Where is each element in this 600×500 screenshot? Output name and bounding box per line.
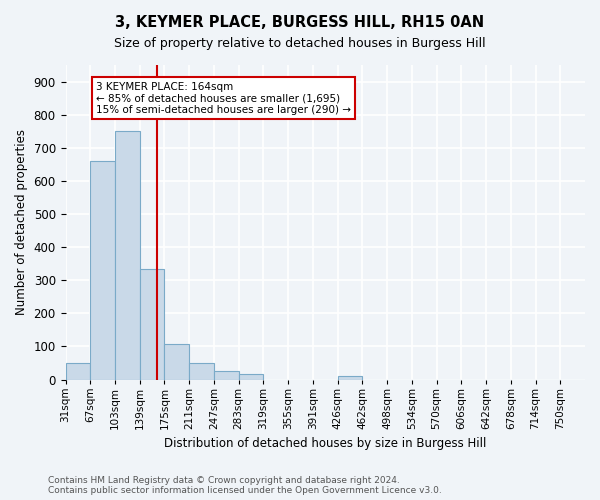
Bar [65,363,90,380]
Bar [338,376,362,380]
Bar [189,363,214,380]
Y-axis label: Number of detached properties: Number of detached properties [15,130,28,316]
Bar [90,161,115,380]
Text: Size of property relative to detached houses in Burgess Hill: Size of property relative to detached ho… [114,38,486,51]
Bar [239,374,263,380]
Bar [140,268,164,380]
X-axis label: Distribution of detached houses by size in Burgess Hill: Distribution of detached houses by size … [164,437,487,450]
Text: 3 KEYMER PLACE: 164sqm
← 85% of detached houses are smaller (1,695)
15% of semi-: 3 KEYMER PLACE: 164sqm ← 85% of detached… [96,82,351,115]
Bar [115,131,140,380]
Text: Contains HM Land Registry data © Crown copyright and database right 2024.
Contai: Contains HM Land Registry data © Crown c… [48,476,442,495]
Text: 3, KEYMER PLACE, BURGESS HILL, RH15 0AN: 3, KEYMER PLACE, BURGESS HILL, RH15 0AN [115,15,485,30]
Bar [164,344,189,380]
Bar [214,372,239,380]
